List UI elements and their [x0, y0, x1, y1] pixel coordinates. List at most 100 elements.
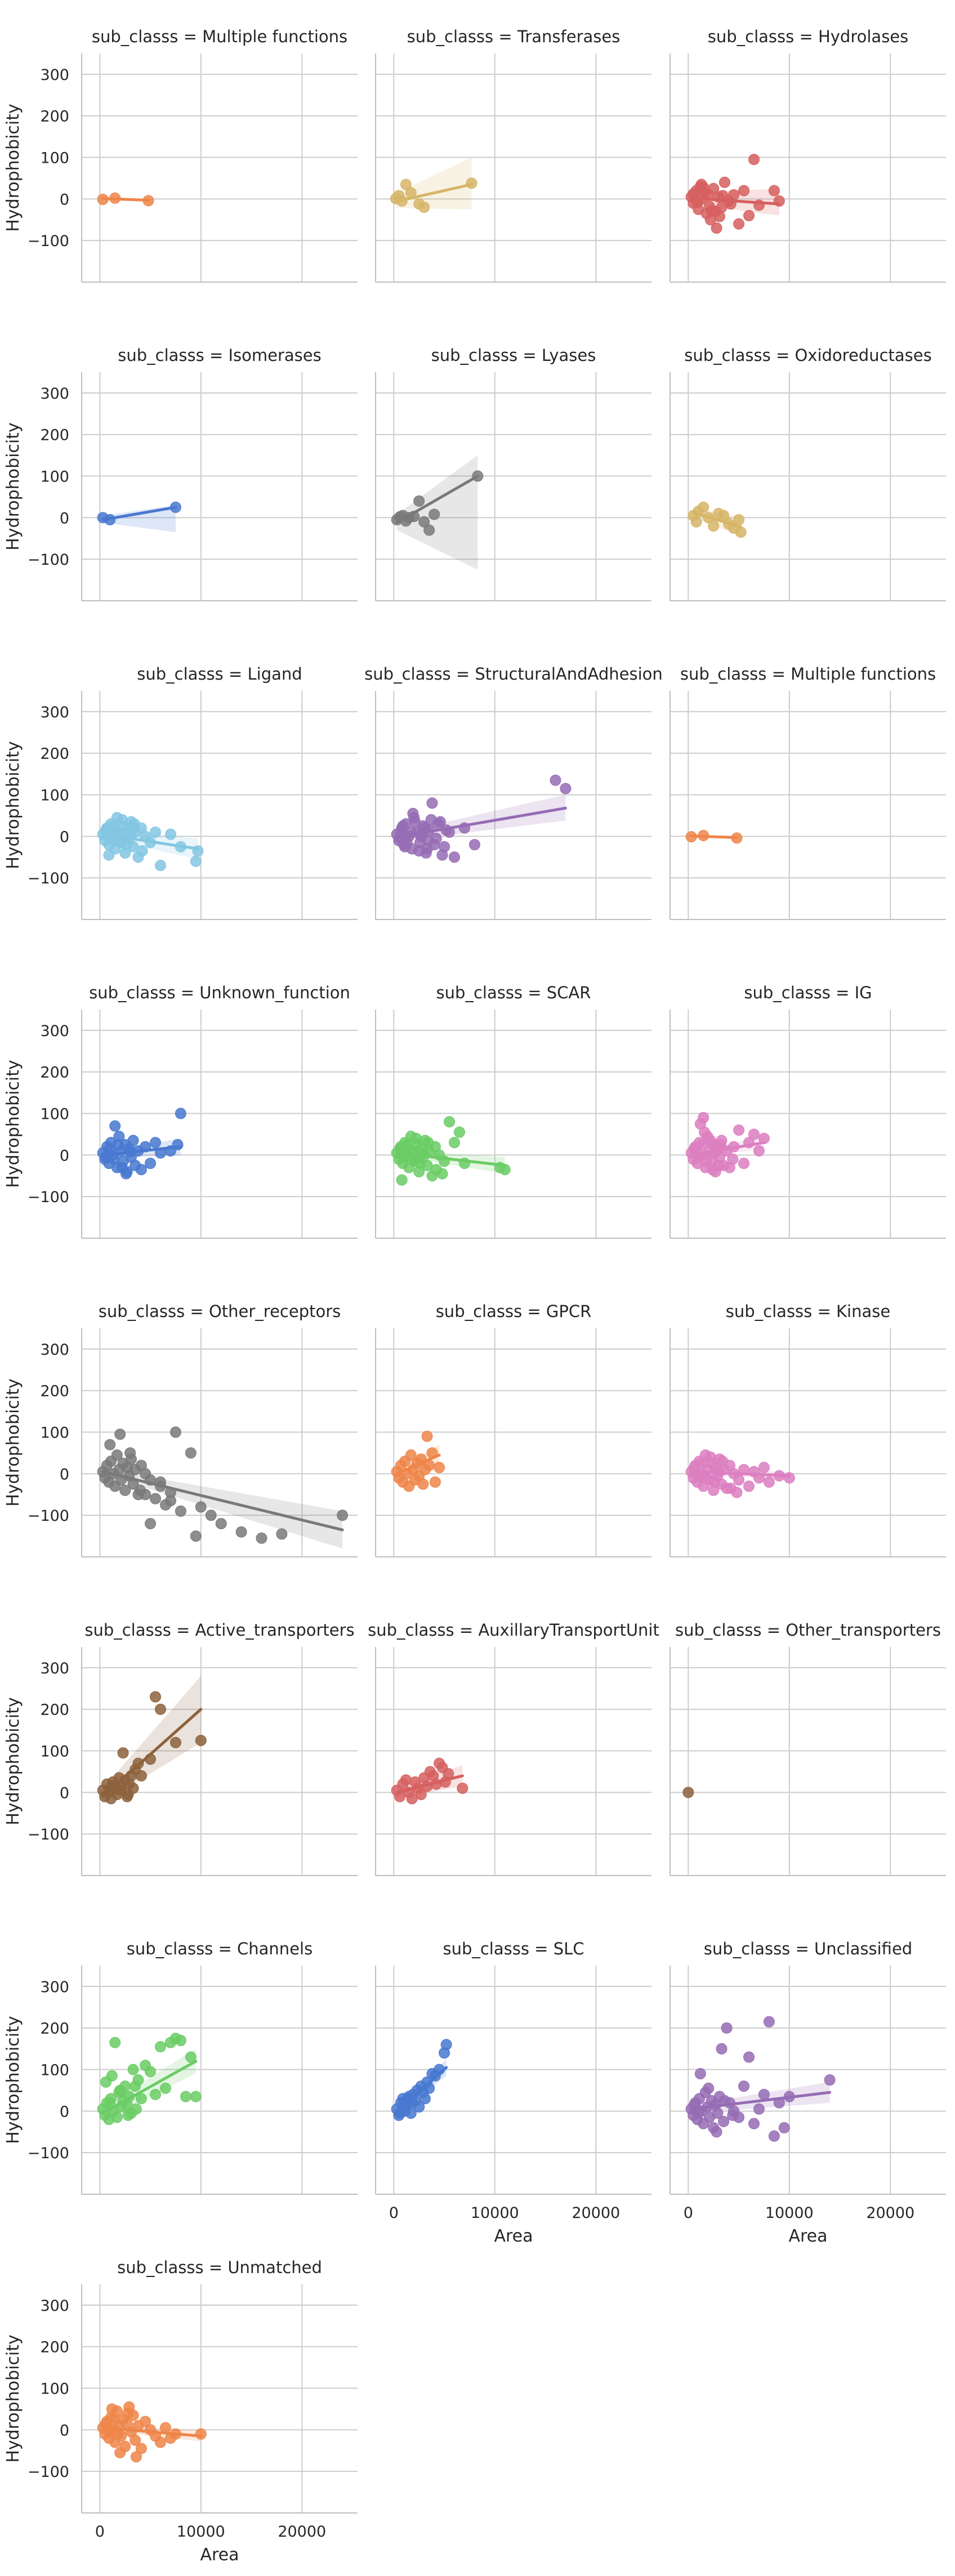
data-point — [423, 524, 435, 536]
data-point — [150, 1137, 162, 1149]
data-point — [185, 1447, 197, 1459]
regression-line — [101, 833, 199, 851]
y-tick-label: 0 — [60, 828, 69, 846]
facet-panel: sub_classs = Unmatched −100 0 100 200 300 Hydr… — [3, 2258, 358, 2565]
data-point — [410, 1132, 422, 1144]
data-point — [190, 855, 202, 867]
x-tick-label: 0 — [389, 2204, 399, 2222]
data-point — [155, 1703, 166, 1715]
facet-panel: sub_classs = Lyases — [375, 346, 651, 601]
panel-title: sub_classs = Unmatched — [117, 2258, 322, 2277]
y-tick-label: −100 — [28, 2463, 69, 2481]
data-point — [150, 1493, 162, 1504]
data-point — [700, 1155, 712, 1167]
data-point — [190, 2091, 202, 2102]
regression-line — [690, 1141, 766, 1157]
data-point — [122, 1789, 134, 1801]
data-point — [130, 2451, 142, 2463]
y-tick-label: 200 — [40, 1383, 69, 1400]
regression-line — [394, 183, 474, 203]
data-point — [695, 178, 707, 190]
data-point — [763, 1476, 775, 1488]
data-point — [413, 495, 425, 507]
confidence-band — [102, 1676, 201, 1803]
x-tick-label: 20000 — [278, 2523, 326, 2541]
facet-panel: sub_classs = Other_receptors −100 0 100 200 3… — [3, 1302, 358, 1557]
y-axis-label: Hydrophobicity — [3, 1697, 23, 1825]
data-point — [716, 2043, 728, 2055]
facet-panel: sub_classs = Unclassified 0 10000 20000 Area — [670, 1939, 946, 2246]
panel-title: sub_classs = Transferases — [407, 27, 621, 46]
panel-title: sub_classs = Isomerases — [118, 346, 321, 365]
data-point — [155, 2436, 166, 2448]
data-point — [682, 1787, 694, 1798]
y-tick-label: 100 — [40, 1743, 69, 1761]
data-point — [235, 1526, 247, 1538]
y-axis-label: Hydrophobicity — [3, 422, 23, 551]
y-tick-label: 200 — [40, 108, 69, 126]
data-point — [721, 2022, 733, 2034]
data-point — [699, 1126, 711, 1138]
y-tick-label: 0 — [60, 1147, 69, 1164]
data-point — [185, 2051, 197, 2063]
data-point — [436, 1168, 448, 1180]
data-point — [256, 1532, 267, 1544]
regression-line — [101, 1145, 182, 1157]
x-tick-label: 0 — [684, 2204, 693, 2222]
y-tick-label: 300 — [40, 1023, 69, 1040]
panel-title: sub_classs = Ligand — [137, 664, 302, 684]
data-point — [116, 814, 128, 825]
data-point — [155, 2041, 166, 2052]
data-point — [727, 1153, 739, 1165]
data-point — [164, 1495, 176, 1507]
data-point — [733, 1124, 745, 1136]
y-tick-label: −100 — [28, 2145, 69, 2162]
data-point — [418, 202, 430, 213]
data-point — [111, 1449, 123, 1461]
data-point — [100, 2076, 112, 2088]
regression-line — [690, 1470, 791, 1477]
data-point — [195, 1735, 207, 1747]
data-point — [127, 1135, 139, 1146]
y-tick-label: 0 — [60, 2103, 69, 2120]
regression-line — [395, 2066, 448, 2113]
x-axis-label: Area — [200, 2545, 239, 2565]
x-tick-label: 0 — [95, 2523, 105, 2541]
data-point — [135, 1164, 147, 1176]
regression-line — [690, 197, 781, 206]
data-point — [127, 2064, 139, 2075]
data-point — [711, 2126, 722, 2138]
data-point — [449, 851, 460, 863]
panel-title: sub_classs = StructuralAndAdhesion — [364, 664, 663, 684]
facet-panel: sub_classs = Channels −100 0 100 200 300 Hydro… — [3, 1939, 358, 2195]
panel-title: sub_classs = SLC — [443, 1939, 584, 1958]
y-tick-label: 0 — [60, 2422, 69, 2439]
panel-title: sub_classs = Multiple functions — [92, 27, 347, 46]
data-point — [783, 1472, 795, 1484]
data-point — [114, 1428, 126, 1440]
data-point — [106, 2403, 118, 2415]
data-point — [708, 1476, 720, 1488]
data-point — [103, 849, 115, 861]
data-point — [698, 501, 709, 513]
panel-title: sub_classs = AuxillaryTransportUnit — [368, 1620, 659, 1640]
data-point — [415, 1789, 427, 1801]
data-point — [712, 2108, 724, 2119]
facet-panel: sub_classs = Isomerases −100 0 100 200 300 Hyd… — [3, 346, 358, 601]
y-tick-label: 200 — [40, 745, 69, 763]
data-point — [768, 185, 780, 197]
y-tick-label: 100 — [40, 787, 69, 805]
data-point — [135, 1484, 146, 1496]
regression-line — [395, 475, 479, 524]
data-point — [114, 2446, 126, 2458]
data-point — [104, 1439, 116, 1450]
data-point — [112, 1139, 124, 1150]
y-tick-label: 0 — [60, 1784, 69, 1802]
data-point — [119, 1484, 131, 1496]
panel-title: sub_classs = IG — [744, 983, 872, 1002]
data-point — [130, 2434, 141, 2446]
y-tick-label: 200 — [40, 1702, 69, 1719]
data-point — [748, 2118, 760, 2129]
data-point — [136, 845, 148, 857]
y-tick-label: −100 — [28, 551, 69, 569]
